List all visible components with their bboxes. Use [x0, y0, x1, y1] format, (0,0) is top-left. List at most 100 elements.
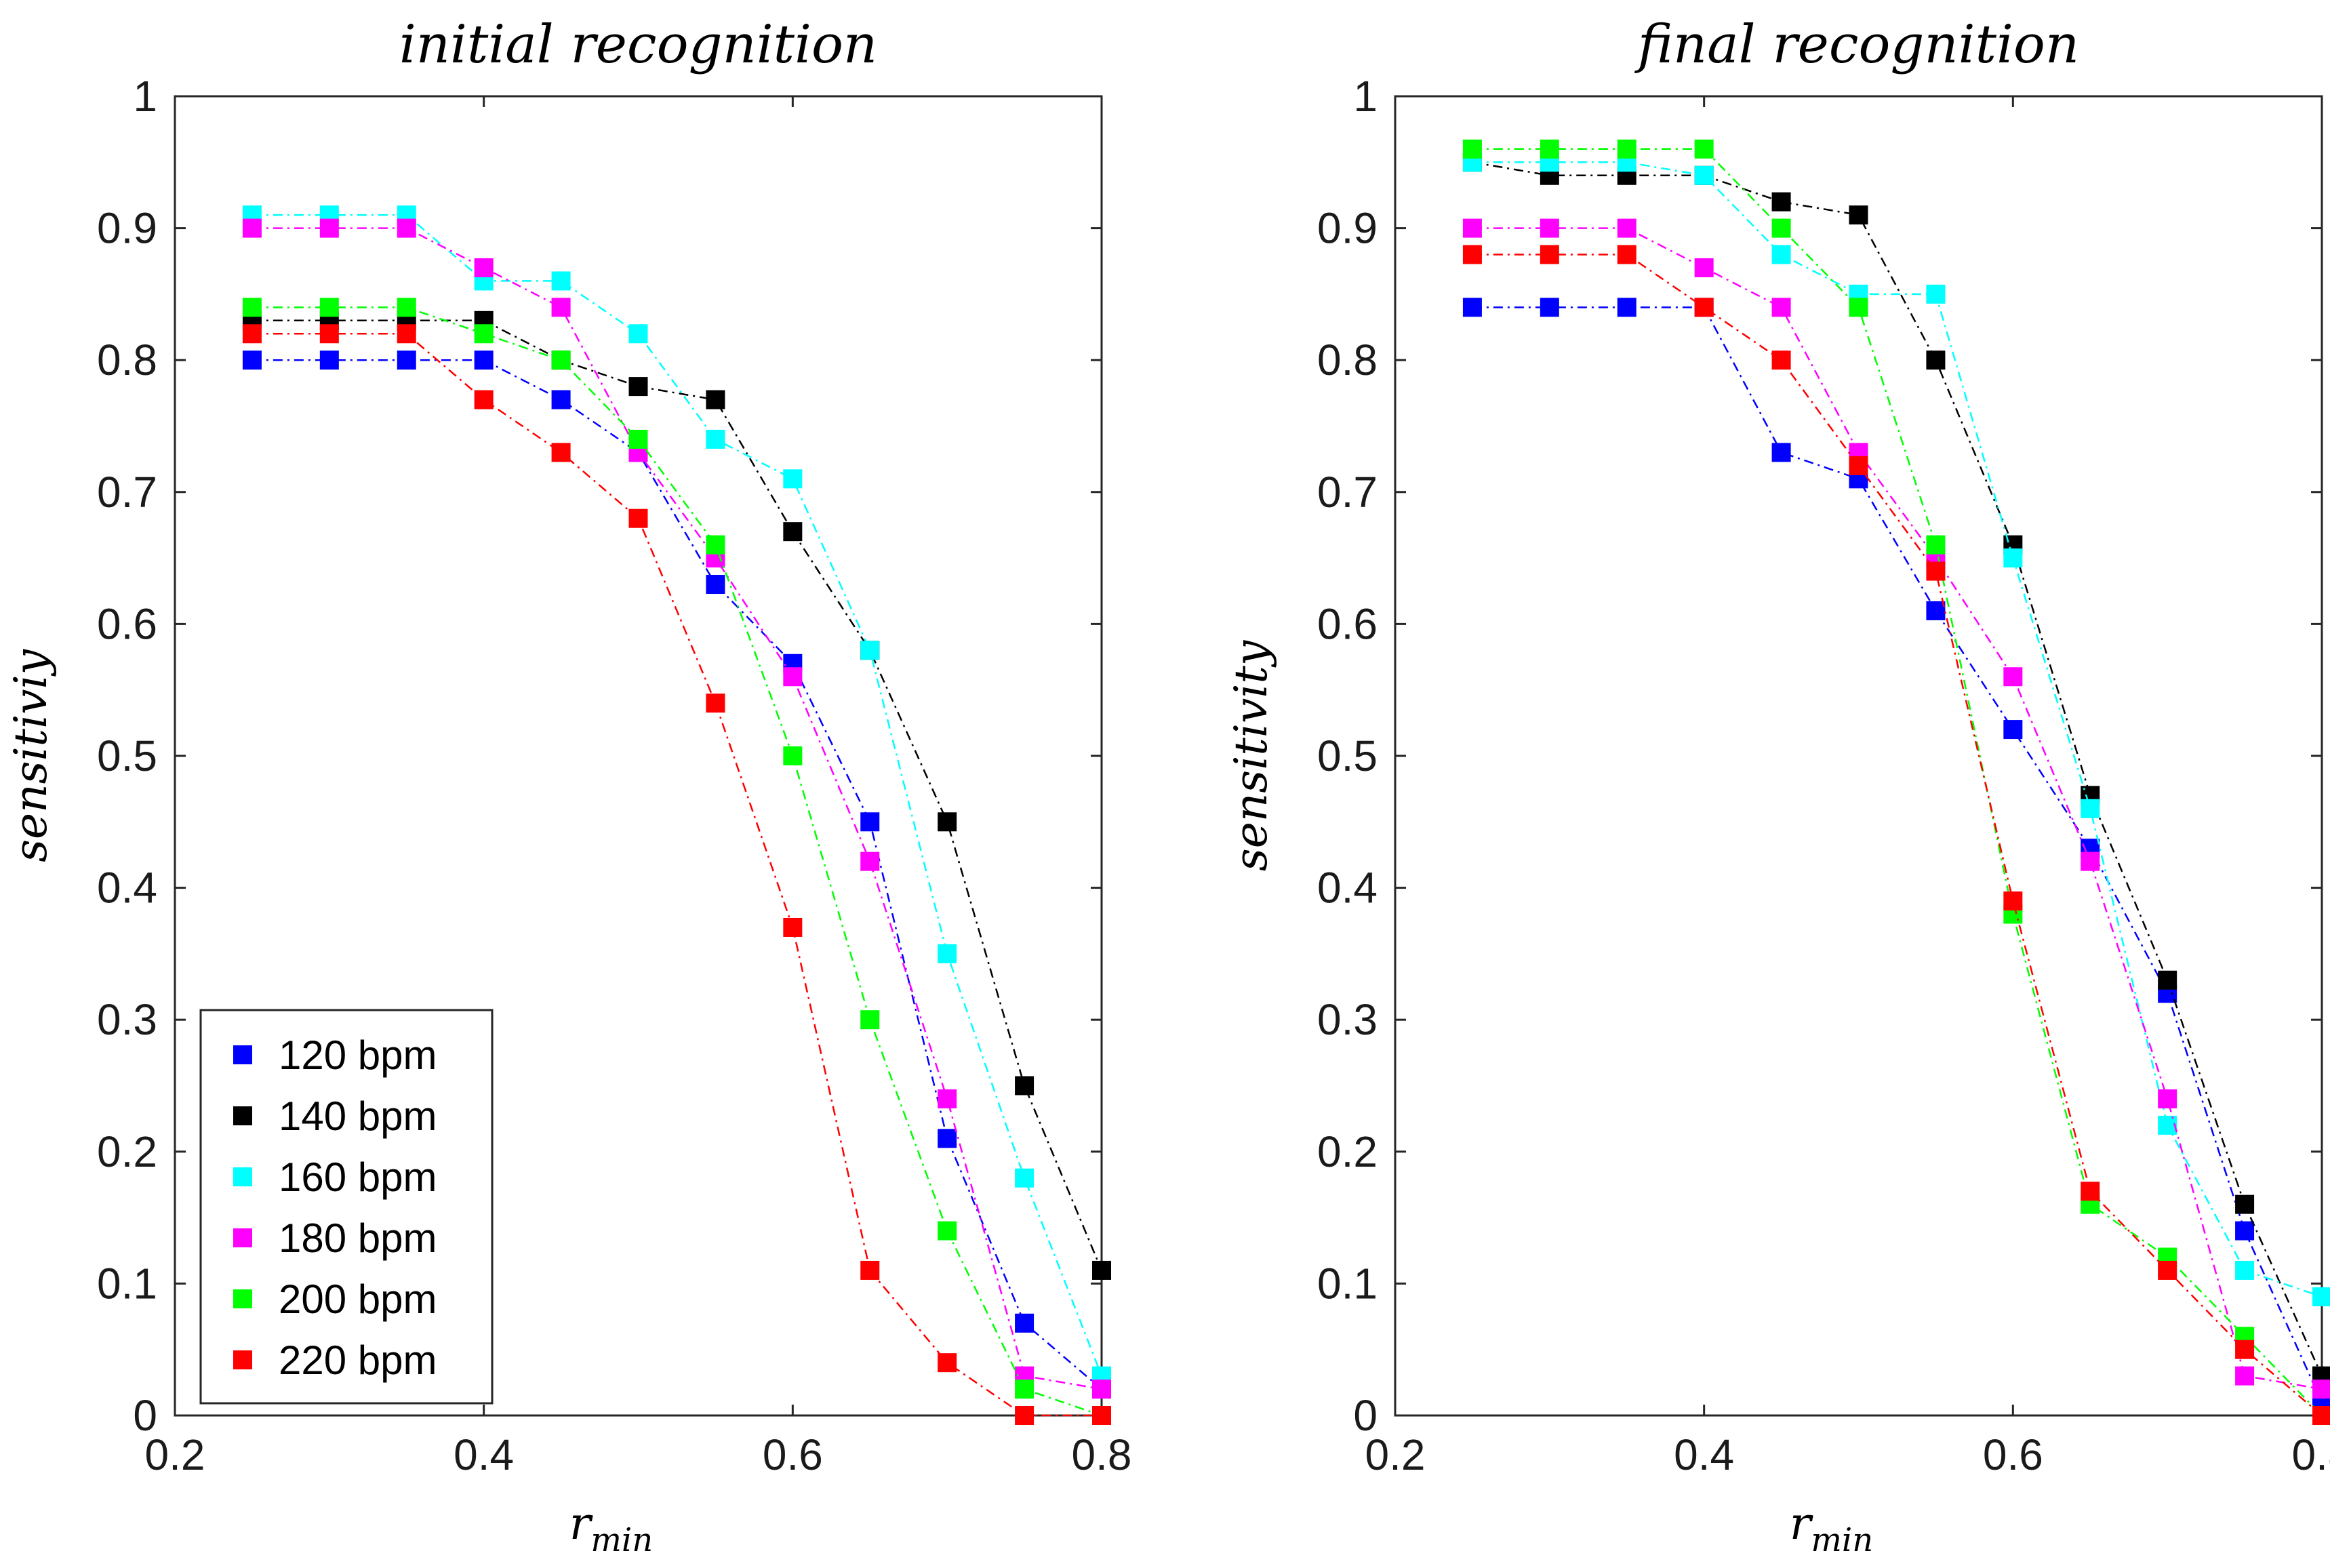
- legend-label: 120 bpm: [279, 1032, 437, 1078]
- data-point: [860, 641, 880, 660]
- data-point: [938, 1221, 957, 1241]
- data-point: [1771, 218, 1791, 238]
- series-line: [1472, 227, 2323, 1390]
- data-point: [706, 390, 725, 409]
- data-point: [628, 508, 648, 528]
- legend-marker: [233, 1350, 252, 1369]
- series-line: [1472, 254, 2323, 1416]
- data-point: [860, 812, 880, 832]
- x-tick-label: 0.6: [763, 1430, 823, 1479]
- y-tick-label: 0.4: [97, 864, 157, 912]
- y-tick-label: 0.1: [97, 1259, 157, 1308]
- data-point: [2312, 1406, 2330, 1425]
- data-point: [1849, 456, 1868, 475]
- data-point: [938, 944, 957, 963]
- legend-label: 200 bpm: [279, 1276, 437, 1322]
- legend-item: 220 bpm: [233, 1338, 437, 1383]
- data-point: [1092, 1380, 1111, 1399]
- data-point: [2312, 1287, 2330, 1306]
- x-axis-label-main: r: [569, 1497, 593, 1550]
- series-line: [1472, 306, 2323, 1403]
- data-point: [628, 429, 648, 449]
- data-point: [1694, 165, 1714, 185]
- y-tick-label: 0: [133, 1391, 157, 1440]
- data-point: [2003, 548, 2023, 568]
- series-line: [252, 319, 1103, 1271]
- legend-label: 180 bpm: [279, 1215, 437, 1261]
- data-point: [474, 390, 494, 409]
- legend: 120 bpm 140 bpm 160 bpm 180 bpm 200 bpm 220 b…: [199, 1009, 494, 1405]
- data-point: [1926, 601, 1946, 620]
- series-180-bpm: [1462, 218, 2330, 1399]
- chart-title: final recognition: [1634, 14, 2079, 75]
- legend-marker: [233, 1167, 252, 1186]
- data-point: [397, 298, 416, 317]
- data-point: [1849, 205, 1868, 225]
- data-point: [551, 443, 571, 462]
- x-axis-label: rmin: [569, 1497, 653, 1559]
- data-point: [2312, 1380, 2330, 1399]
- data-point: [628, 324, 648, 344]
- data-point: [2003, 891, 2023, 911]
- y-tick-label: 0.2: [97, 1127, 157, 1176]
- data-point: [938, 1089, 957, 1108]
- legend-item: 140 bpm: [233, 1093, 437, 1139]
- data-point: [1617, 298, 1636, 317]
- x-axis-label-subscript: min: [1811, 1521, 1873, 1559]
- series-120-bpm: [1462, 298, 2330, 1412]
- data-point: [628, 377, 648, 397]
- data-point: [1540, 245, 1559, 264]
- data-point: [2003, 667, 2023, 687]
- y-axis-label: sensitivity: [1225, 640, 1277, 871]
- data-point: [1540, 139, 1559, 159]
- data-point: [1694, 258, 1714, 277]
- data-point: [242, 350, 262, 370]
- y-tick-label: 0.9: [97, 204, 157, 253]
- series-140-bpm: [1462, 153, 2330, 1386]
- data-point: [706, 535, 725, 555]
- series-200-bpm: [1462, 139, 2330, 1425]
- data-point: [783, 746, 803, 765]
- data-point: [319, 324, 339, 344]
- chart-initial-recognition: 0 0.1 0.2 0.3 0.4 0.5 0.6 0.7 0.8 0.9 1 0.2 0.4 0.6 0.…: [5, 14, 1131, 1559]
- data-point: [2158, 1260, 2177, 1280]
- x-axis-label-subscript: min: [590, 1521, 653, 1559]
- data-point: [1926, 561, 1946, 581]
- x-tick-label: 0.2: [1365, 1430, 1426, 1479]
- x-tick-label: 0.8: [2292, 1430, 2330, 1479]
- data-point: [706, 429, 725, 449]
- data-point: [2235, 1221, 2255, 1241]
- data-point: [1540, 298, 1559, 317]
- data-point: [397, 350, 416, 370]
- y-tick-label: 0.2: [1317, 1127, 1378, 1176]
- data-point: [242, 298, 262, 317]
- data-point: [319, 350, 339, 370]
- data-point: [551, 390, 571, 409]
- data-point: [1926, 535, 1946, 555]
- data-point: [1771, 298, 1791, 317]
- data-point: [474, 258, 494, 277]
- data-point: [1694, 139, 1714, 159]
- data-point: [319, 218, 339, 238]
- y-tick-label: 0.6: [97, 599, 157, 648]
- y-tick-label: 1: [1353, 72, 1378, 121]
- legend-marker: [233, 1228, 252, 1247]
- data-point: [783, 917, 803, 937]
- series-220-bpm: [1462, 245, 2330, 1425]
- series-160-bpm: [1462, 153, 2330, 1306]
- data-point: [860, 851, 880, 871]
- data-point: [1462, 139, 1482, 159]
- legend-item: 160 bpm: [233, 1154, 437, 1200]
- y-tick-label: 0.3: [1317, 995, 1378, 1044]
- data-point: [474, 350, 494, 370]
- legend-box: [199, 1009, 494, 1405]
- data-point: [860, 1260, 880, 1280]
- legend-marker: [233, 1106, 252, 1125]
- data-point: [938, 1353, 957, 1373]
- x-tick-label: 0.6: [1983, 1430, 2043, 1479]
- data-point: [1092, 1406, 1111, 1425]
- y-tick-label: 0.5: [97, 731, 157, 780]
- series-line: [252, 306, 1102, 1417]
- data-point: [1771, 245, 1791, 264]
- data-point: [860, 1010, 880, 1030]
